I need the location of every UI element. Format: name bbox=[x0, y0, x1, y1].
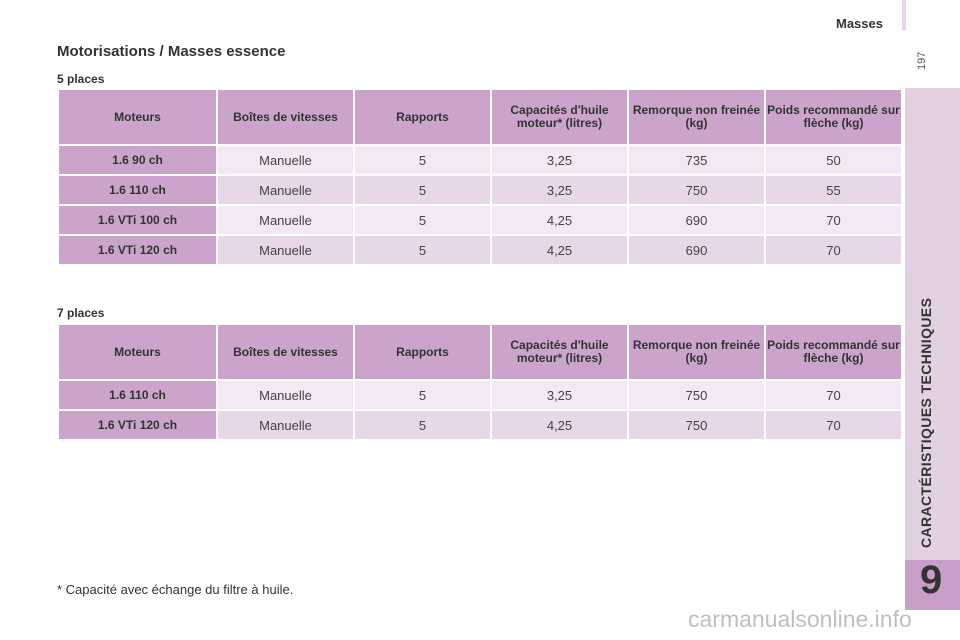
table-cell: 70 bbox=[766, 236, 901, 264]
watermark: carmanualsonline.info bbox=[688, 606, 912, 632]
table-cell: 5 bbox=[355, 411, 490, 439]
table-cell: 735 bbox=[629, 146, 764, 174]
column-header: Moteurs bbox=[59, 90, 216, 144]
table-cell: Manuelle bbox=[218, 176, 353, 204]
column-header: Poids recommandé sur flèche (kg) bbox=[766, 325, 901, 379]
engine-cell: 1.6 VTi 100 ch bbox=[59, 206, 216, 234]
table-cell: 690 bbox=[629, 236, 764, 264]
table-cell: Manuelle bbox=[218, 411, 353, 439]
table-cell: 70 bbox=[766, 381, 901, 409]
chapter-side-tab bbox=[905, 88, 960, 560]
table-cell: 5 bbox=[355, 146, 490, 174]
table-cell: 4,25 bbox=[492, 411, 627, 439]
table-header-row: Moteurs Boîtes de vitesses Rapports Capacit… bbox=[59, 325, 901, 379]
table-cell: 5 bbox=[355, 176, 490, 204]
column-header: Remorque non freinée (kg) bbox=[629, 90, 764, 144]
chapter-number-box bbox=[905, 560, 960, 610]
table-row: 1.6 110 ch Manuelle 5 3,25 750 55 bbox=[59, 176, 901, 204]
engine-cell: 1.6 VTi 120 ch bbox=[59, 236, 216, 264]
table-cell: 55 bbox=[766, 176, 901, 204]
footnote: * Capacité avec échange du filtre à huil… bbox=[57, 582, 294, 597]
chapter-number: 9 bbox=[920, 558, 943, 602]
table-cell: Manuelle bbox=[218, 146, 353, 174]
column-header: Boîtes de vitesses bbox=[218, 325, 353, 379]
table-cell: 4,25 bbox=[492, 236, 627, 264]
table-row: 1.6 110 ch Manuelle 5 3,25 750 70 bbox=[59, 381, 901, 409]
table-cell: 750 bbox=[629, 176, 764, 204]
table-cell: 750 bbox=[629, 411, 764, 439]
table-cell: 5 bbox=[355, 381, 490, 409]
engine-cell: 1.6 VTi 120 ch bbox=[59, 411, 216, 439]
table-cell: 5 bbox=[355, 236, 490, 264]
section-title: Motorisations / Masses essence bbox=[57, 43, 286, 60]
table-cell: 50 bbox=[766, 146, 901, 174]
table-cell: 3,25 bbox=[492, 176, 627, 204]
page-number: 197 bbox=[916, 51, 928, 70]
page-header-title: Masses bbox=[836, 16, 883, 31]
engine-cell: 1.6 110 ch bbox=[59, 176, 216, 204]
column-header: Poids recommandé sur flèche (kg) bbox=[766, 90, 901, 144]
column-header: Capacités d'huile moteur* (litres) bbox=[492, 90, 627, 144]
table-header-row: Moteurs Boîtes de vitesses Rapports Capacit… bbox=[59, 90, 901, 144]
engine-cell: 1.6 90 ch bbox=[59, 146, 216, 174]
table-row: 1.6 VTi 120 ch Manuelle 5 4,25 750 70 bbox=[59, 411, 901, 439]
column-header: Boîtes de vitesses bbox=[218, 90, 353, 144]
table-row: 1.6 VTi 120 ch Manuelle 5 4,25 690 70 bbox=[59, 236, 901, 264]
table-cell: Manuelle bbox=[218, 381, 353, 409]
table-row: 1.6 VTi 100 ch Manuelle 5 4,25 690 70 bbox=[59, 206, 901, 234]
table-cell: 5 bbox=[355, 206, 490, 234]
column-header: Rapports bbox=[355, 90, 490, 144]
column-header: Moteurs bbox=[59, 325, 216, 379]
table-cell: 70 bbox=[766, 411, 901, 439]
table-cell: 690 bbox=[629, 206, 764, 234]
table-cell: Manuelle bbox=[218, 236, 353, 264]
header-accent bbox=[902, 0, 906, 30]
table-cell: 3,25 bbox=[492, 381, 627, 409]
table-title-7-places: 7 places bbox=[57, 306, 105, 320]
table-row: 1.6 90 ch Manuelle 5 3,25 735 50 bbox=[59, 146, 901, 174]
table-cell: 70 bbox=[766, 206, 901, 234]
table-cell: 4,25 bbox=[492, 206, 627, 234]
engine-cell: 1.6 110 ch bbox=[59, 381, 216, 409]
masses-table-5-places: Moteurs Boîtes de vitesses Rapports Capacit… bbox=[57, 88, 903, 266]
column-header: Rapports bbox=[355, 325, 490, 379]
table-title-5-places: 5 places bbox=[57, 72, 105, 86]
table-cell: 3,25 bbox=[492, 146, 627, 174]
chapter-side-tab-label: CARACTÉRISTIQUES TECHNIQUES bbox=[918, 297, 934, 548]
column-header: Remorque non freinée (kg) bbox=[629, 325, 764, 379]
column-header: Capacités d'huile moteur* (litres) bbox=[492, 325, 627, 379]
table-cell: Manuelle bbox=[218, 206, 353, 234]
masses-table-7-places: Moteurs Boîtes de vitesses Rapports Capacit… bbox=[57, 323, 903, 441]
table-cell: 750 bbox=[629, 381, 764, 409]
